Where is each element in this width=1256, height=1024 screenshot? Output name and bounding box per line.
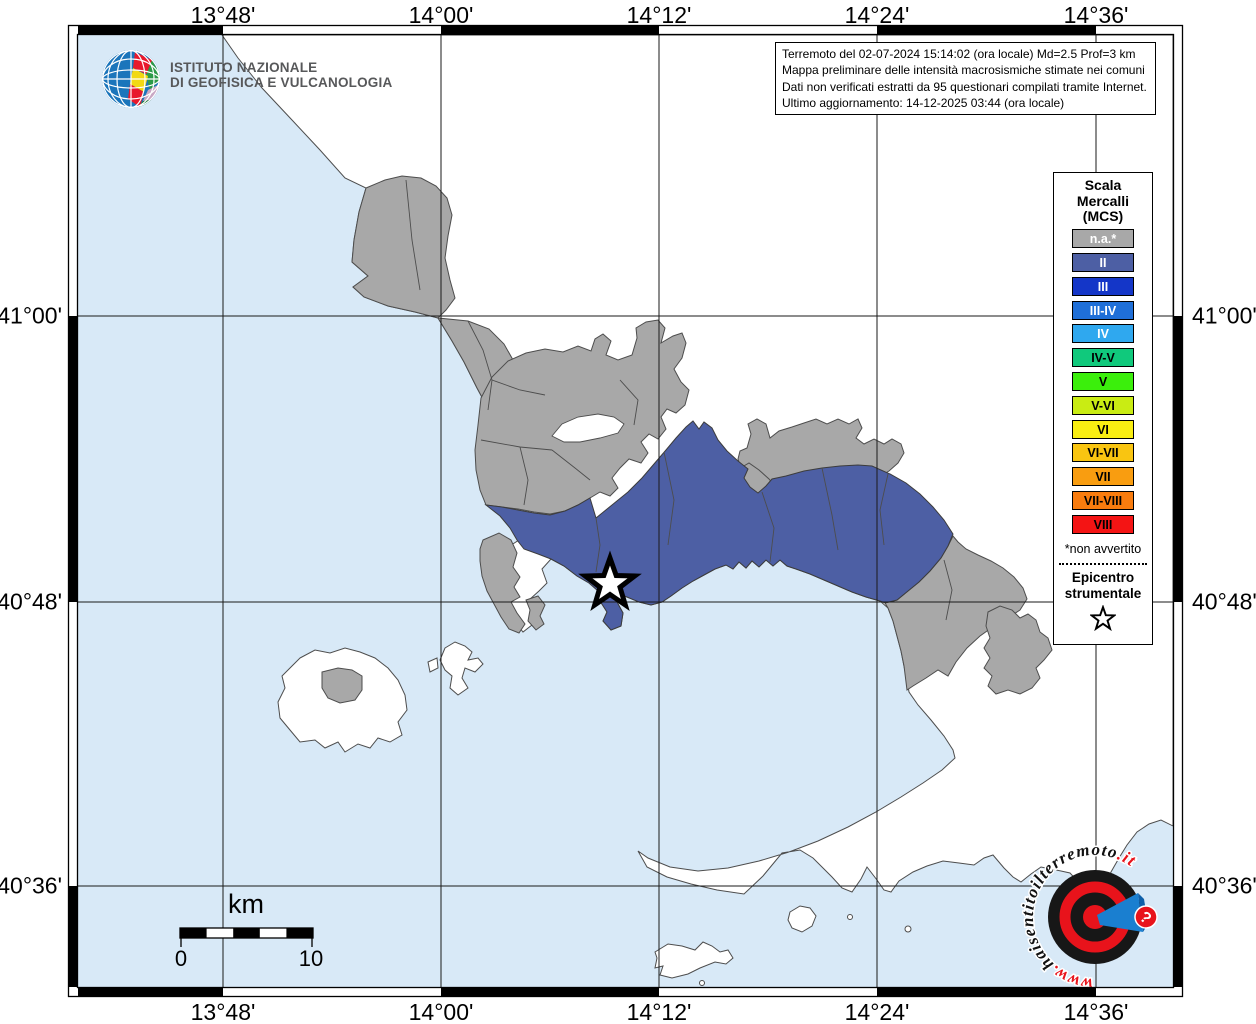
info-line-questionnaires: Dati non verificati estratti da 95 quest… bbox=[782, 79, 1147, 94]
legend-swatch-viii: VIII bbox=[1072, 514, 1134, 534]
island-vivara bbox=[427, 657, 439, 673]
legend-title-line1: Scala bbox=[1084, 177, 1122, 193]
region-na-miseno bbox=[525, 595, 546, 631]
axis-label-top-1348: 13°48' bbox=[190, 2, 256, 28]
axis-label-right-4036: 40°36' bbox=[1192, 872, 1256, 899]
scale-bar-start: 0 bbox=[175, 946, 187, 971]
legend-swatch-na: n.a.* bbox=[1072, 229, 1134, 249]
info-line-map-type: Mappa preliminare delle intensità macros… bbox=[782, 63, 1145, 78]
legend-swatch-iii-iv: III-IV bbox=[1072, 300, 1134, 320]
axis-label-bottom-1412: 14°12' bbox=[626, 999, 692, 1024]
island-procida bbox=[439, 641, 484, 696]
scale-bar-unit: km bbox=[228, 889, 264, 919]
legend-swatch-iii: III bbox=[1072, 276, 1134, 296]
mercalli-legend: Scala Mercalli (MCS) n.a.* II III III-IV… bbox=[1053, 172, 1153, 645]
ingv-wordmark: ISTITUTO NAZIONALE DI GEOFISICA E VULCAN… bbox=[170, 60, 393, 90]
island-capri bbox=[654, 941, 734, 979]
islet-capri-rock bbox=[699, 980, 705, 986]
legend-swatch-vii-viii: VII-VIII bbox=[1072, 491, 1134, 511]
axis-label-top-1400: 14°00' bbox=[408, 2, 474, 28]
legend-swatch-vii: VII bbox=[1072, 467, 1134, 487]
legend-swatch-v: V bbox=[1072, 372, 1134, 392]
axis-label-bottom-1348: 13°48' bbox=[190, 999, 256, 1024]
legend-swatch-ii: II bbox=[1072, 253, 1134, 273]
ingv-logo bbox=[102, 50, 160, 108]
axis-label-right-4100: 41°00' bbox=[1192, 302, 1256, 329]
axis-label-top-1436: 14°36' bbox=[1063, 2, 1129, 28]
islet-small-2 bbox=[904, 925, 912, 933]
region-na-castelvolturno bbox=[351, 175, 456, 319]
scale-bar-end: 10 bbox=[299, 946, 323, 971]
municipality-borders bbox=[405, 179, 953, 621]
info-line-event: Terremoto del 02-07-2024 15:14:02 (ora l… bbox=[782, 47, 1136, 61]
axis-label-left-4048: 40°48' bbox=[0, 588, 62, 615]
axis-label-left-4100: 41°00' bbox=[0, 302, 62, 329]
islet-ligalli bbox=[787, 905, 817, 933]
region-land-sliver bbox=[551, 413, 625, 443]
axis-label-left-4036: 40°36' bbox=[0, 872, 62, 899]
axis-label-top-1412: 14°12' bbox=[626, 2, 692, 28]
info-line-updated: Ultimo aggiornamento: 14-12-2025 03:44 (… bbox=[782, 95, 1065, 110]
legend-footnote: *non avvertito bbox=[1064, 541, 1142, 556]
legend-swatch-v-vi: V-VI bbox=[1072, 395, 1134, 415]
region-na-bacoli bbox=[479, 532, 526, 634]
legend-title-line3: (MCS) bbox=[1082, 208, 1124, 224]
region-na-ischia-patch bbox=[321, 667, 363, 704]
epicenter-star bbox=[578, 550, 642, 612]
epicenter-star-icon bbox=[1088, 604, 1118, 631]
legend-swatch-vi-vii: VI-VII bbox=[1072, 443, 1134, 463]
scale-bar: km 0 10 bbox=[175, 889, 323, 971]
legend-epicenter-line2: strumentale bbox=[1064, 585, 1142, 601]
legend-title-line2: Mercalli bbox=[1076, 192, 1130, 209]
legend-swatch-iv: IV bbox=[1072, 324, 1134, 344]
axis-label-bottom-1424: 14°24' bbox=[844, 999, 910, 1024]
question-mark-icon: ? bbox=[1134, 905, 1158, 929]
legend-epicenter-line1: Epicentro bbox=[1071, 569, 1135, 585]
islet-small-1 bbox=[847, 914, 853, 920]
axis-label-right-4048: 40°48' bbox=[1192, 588, 1256, 615]
ingv-wordmark-line1: ISTITUTO NAZIONALE bbox=[170, 60, 318, 75]
ingv-wordmark-line2: DI GEOFISICA E VULCANOLOGIA bbox=[170, 74, 393, 90]
earthquake-info-box: Terremoto del 02-07-2024 15:14:02 (ora l… bbox=[775, 42, 1156, 115]
legend-divider bbox=[1059, 562, 1147, 565]
map-frame bbox=[67, 24, 1184, 998]
axis-label-top-1424: 14°24' bbox=[844, 2, 910, 28]
axis-label-bottom-1400: 14°00' bbox=[408, 999, 474, 1024]
legend-swatch-vi: VI bbox=[1072, 419, 1134, 439]
legend-swatch-iv-v: IV-V bbox=[1072, 348, 1134, 368]
region-na-peninsula-blob bbox=[983, 605, 1053, 695]
axis-label-bottom-1436: 14°36' bbox=[1063, 999, 1129, 1024]
